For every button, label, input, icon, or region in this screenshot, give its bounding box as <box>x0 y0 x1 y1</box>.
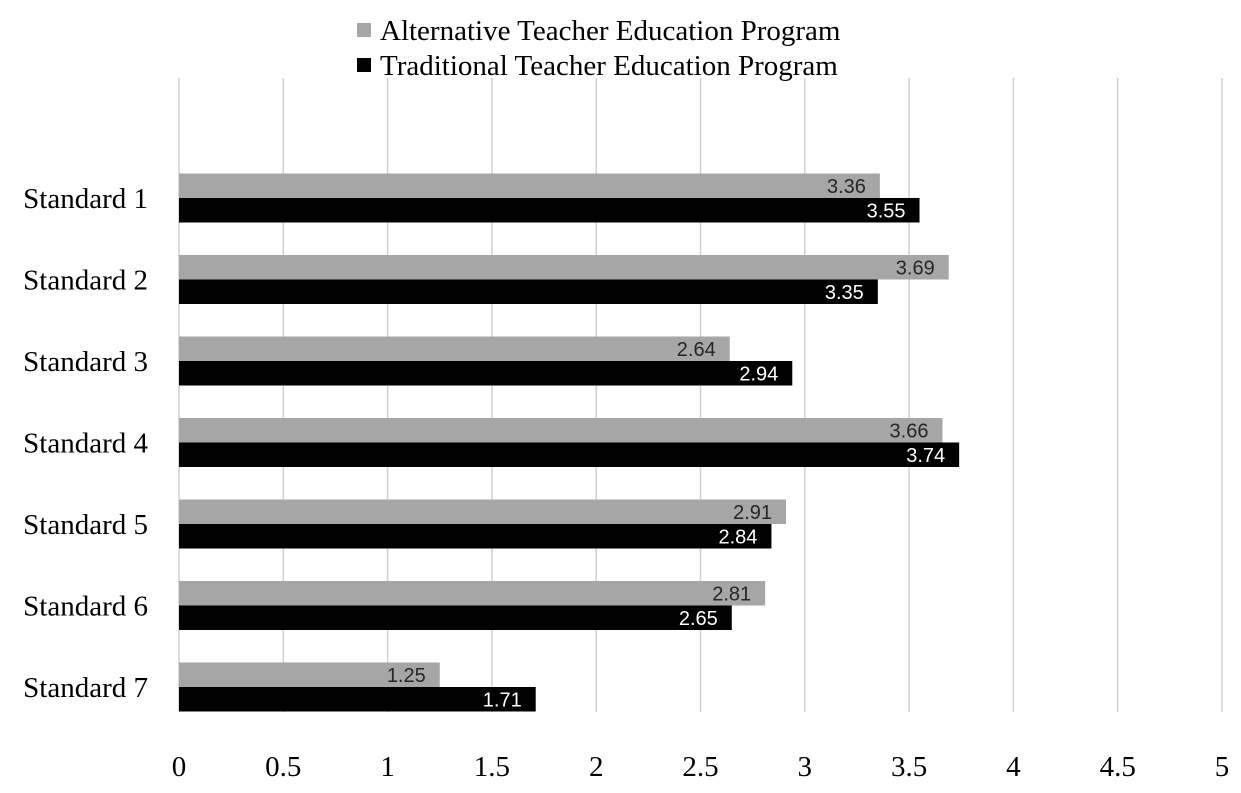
bar-value-label: 3.55 <box>867 200 906 222</box>
legend: Alternative Teacher Education ProgramTra… <box>357 15 841 82</box>
bar-labels: 3.363.55 3.69 3.35 2.64 2.94 3.66 3.74 2.912.84… <box>387 176 945 712</box>
bar-value-label: 3.35 <box>825 282 864 304</box>
x-tick-label: 0 <box>172 751 187 783</box>
category-label: Standard 6 <box>23 591 148 623</box>
bar-value-label: 2.91 <box>733 502 772 524</box>
bar-value-label: 2.64 <box>677 339 716 361</box>
x-tick-label: 1 <box>380 751 395 783</box>
category-label: Standard 5 <box>23 509 148 541</box>
bar <box>179 499 787 524</box>
x-tick-labels: 0 0.5 1 1.5 2 2.5 3 3.5 4 4.5 5 <box>172 751 1230 783</box>
category-label: Standard 4 <box>23 428 148 460</box>
bar <box>179 605 732 630</box>
bar <box>179 173 880 198</box>
x-tick-label: 2.5 <box>682 751 718 783</box>
bar <box>179 198 920 223</box>
bar <box>179 279 878 304</box>
bar <box>179 662 440 687</box>
legend-swatch <box>357 58 371 72</box>
legend-label: Alternative Teacher Education Program <box>380 15 841 47</box>
legend-label: Traditional Teacher Education Program <box>380 50 838 82</box>
x-tick-label: 0.5 <box>265 751 301 783</box>
category-label: Standard 2 <box>23 265 148 297</box>
bar <box>179 336 730 361</box>
bar <box>179 524 772 549</box>
category-label: Standard 7 <box>23 672 148 704</box>
bar-value-label: 3.66 <box>890 420 929 442</box>
bar <box>179 418 943 443</box>
bar-value-label: 1.71 <box>483 689 522 711</box>
x-tick-label: 4 <box>1006 751 1021 783</box>
bar-value-label: 2.84 <box>718 526 757 548</box>
bar-value-label: 2.81 <box>712 583 751 605</box>
bar-value-label: 3.74 <box>906 445 945 467</box>
x-tick-label: 1.5 <box>474 751 510 783</box>
bar <box>179 255 949 280</box>
bars <box>179 173 960 712</box>
x-tick-label: 5 <box>1215 751 1230 783</box>
bar-value-label: 2.94 <box>739 363 778 385</box>
bar <box>179 442 960 467</box>
category-labels: Standard 1 Standard 2 Standard 3 Standard 4… <box>23 183 148 704</box>
x-tick-label: 3.5 <box>891 751 927 783</box>
bar-value-label: 2.65 <box>679 608 718 630</box>
category-label: Standard 3 <box>23 346 148 378</box>
legend-swatch <box>357 23 371 37</box>
bar-value-label: 3.36 <box>827 176 866 198</box>
bar <box>179 581 766 606</box>
bar-value-label: 3.69 <box>896 257 935 279</box>
x-tick-label: 3 <box>798 751 813 783</box>
category-label: Standard 1 <box>23 183 148 215</box>
bar <box>179 687 536 712</box>
bar <box>179 361 793 386</box>
x-tick-label: 4.5 <box>1100 751 1136 783</box>
bar-value-label: 1.25 <box>387 665 426 687</box>
x-tick-label: 2 <box>589 751 604 783</box>
